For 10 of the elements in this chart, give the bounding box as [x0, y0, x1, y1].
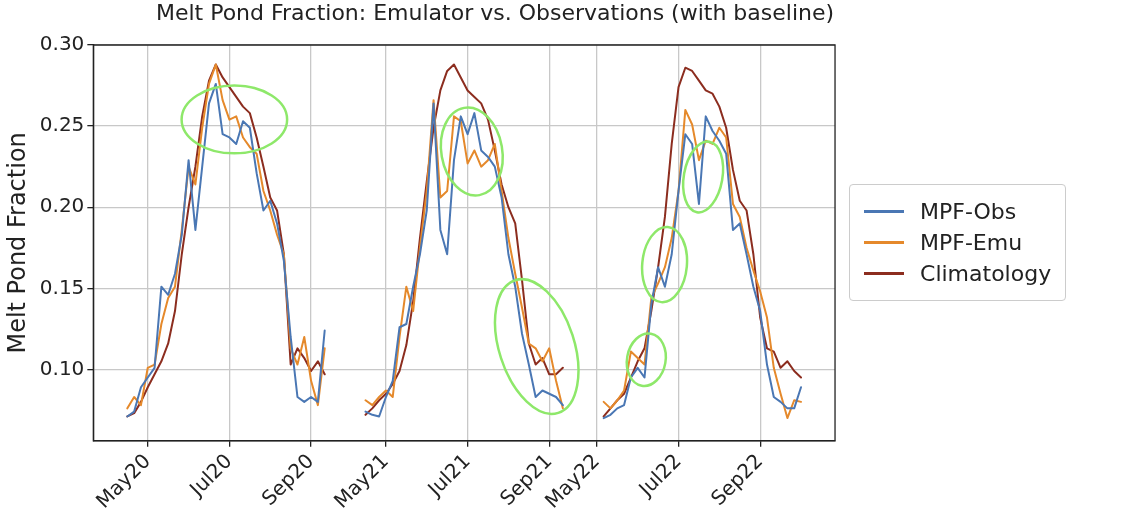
y-axis-title: Melt Pond Fraction	[2, 132, 31, 354]
y-tick-label: 0.25	[39, 112, 85, 137]
legend-label: Climatology	[920, 261, 1052, 287]
chart-title: Melt Pond Fraction: Emulator vs. Observations (with baseline)	[154, 0, 836, 25]
y-tick-label: 0.20	[39, 193, 85, 218]
legend-label: MPF-Emu	[920, 230, 1023, 256]
y-tick-label: 0.30	[39, 31, 85, 56]
legend-label: MPF-Obs	[920, 199, 1017, 225]
y-tick-label: 0.10	[39, 355, 85, 380]
y-tick-label: 0.15	[39, 274, 85, 299]
